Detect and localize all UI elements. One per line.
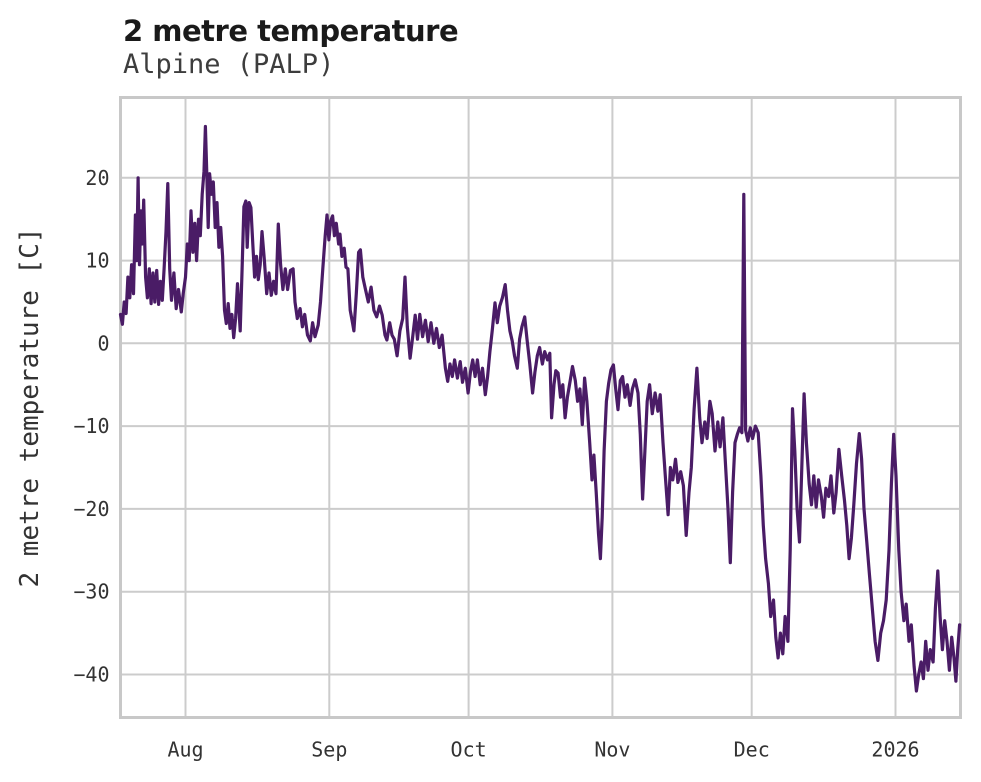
- x-tick-label: Dec: [734, 738, 770, 762]
- y-tick-label: −20: [73, 497, 109, 521]
- x-tick-label: Aug: [167, 738, 203, 762]
- page-subtitle: Alpine (PALP): [123, 49, 335, 80]
- x-tick-label: 2026: [871, 738, 919, 762]
- y-axis-label: 2 metre temperature [C]: [15, 227, 45, 587]
- temperature-line: [118, 124, 962, 693]
- y-tick-label: −30: [73, 580, 109, 604]
- x-tick-label: Oct: [451, 738, 487, 762]
- y-tick-label: −10: [73, 414, 109, 438]
- y-tick-label: −40: [73, 663, 109, 687]
- y-tick-label: 20: [85, 166, 109, 190]
- x-tick-label: Nov: [594, 738, 630, 762]
- plot-border: [119, 96, 962, 719]
- page-title: 2 metre temperature: [123, 14, 459, 48]
- x-tick-label: Sep: [311, 738, 347, 762]
- y-tick-label: 10: [85, 249, 109, 273]
- y-tick-label: 0: [97, 331, 109, 355]
